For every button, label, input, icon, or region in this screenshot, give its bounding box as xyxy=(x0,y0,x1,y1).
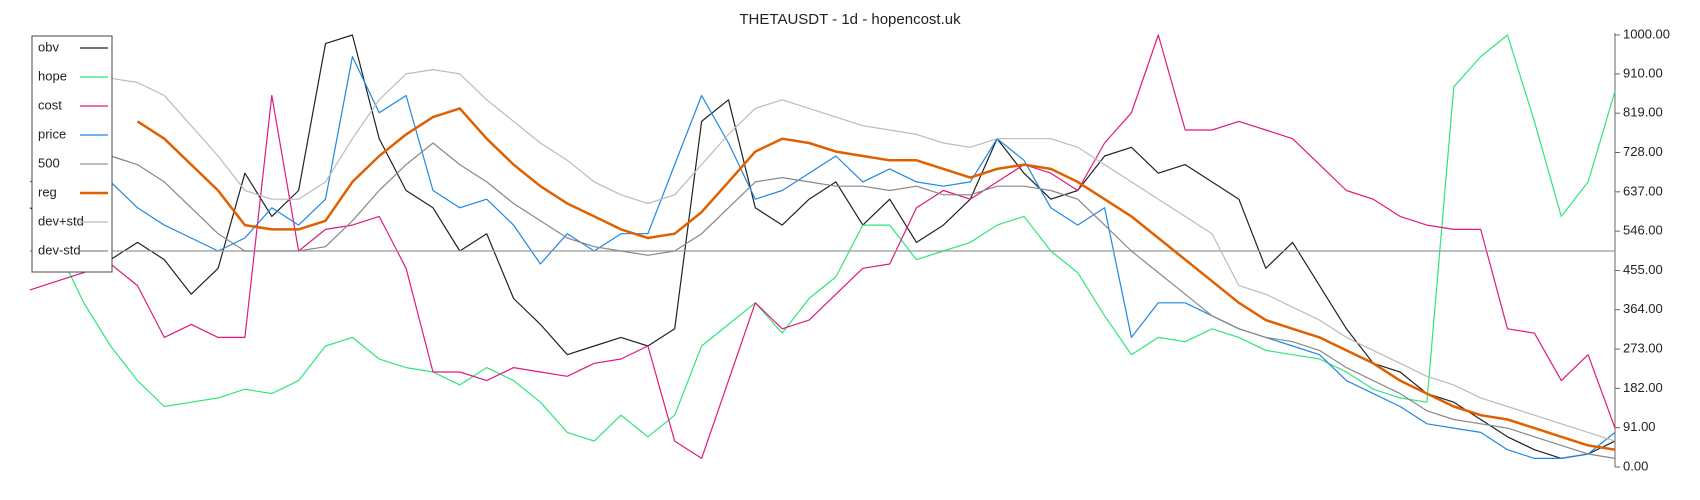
y-tick-label: 273.00 xyxy=(1623,341,1663,356)
line-series xyxy=(29,56,1616,459)
line-series xyxy=(29,34,1616,459)
legend-label: reg xyxy=(38,184,57,199)
line-series xyxy=(110,142,1616,459)
y-tick-label: 455.00 xyxy=(1623,262,1663,277)
y-tick-label: 819.00 xyxy=(1623,105,1663,120)
line-series xyxy=(110,69,1616,442)
y-tick-label: 1000.00 xyxy=(1623,26,1670,41)
chart-title: THETAUSDT - 1d - hopencost.uk xyxy=(739,11,961,28)
y-tick-label: 637.00 xyxy=(1623,183,1663,198)
y-tick-label: 182.00 xyxy=(1623,380,1663,395)
y-tick-label: 91.00 xyxy=(1623,419,1656,434)
y-tick-label: 0.00 xyxy=(1623,458,1648,473)
line-series xyxy=(29,34,1616,459)
y-tick-label: 910.00 xyxy=(1623,65,1663,80)
legend-box xyxy=(31,35,113,273)
legend-label: obv xyxy=(38,39,59,54)
line-series xyxy=(136,107,1616,451)
legend-label: dev+std xyxy=(38,213,84,228)
legend: obv hope cost price 500 reg dev+std dev-std xyxy=(31,35,113,273)
y-tick-label: 728.00 xyxy=(1623,144,1663,159)
legend-label: cost xyxy=(38,97,62,112)
legend-label: dev-std xyxy=(38,242,81,257)
line-series xyxy=(29,34,1616,442)
legend-label: 500 xyxy=(38,155,60,170)
y-tick-label: 546.00 xyxy=(1623,223,1663,238)
y-tick-label: 364.00 xyxy=(1623,301,1663,316)
legend-label: price xyxy=(38,126,66,141)
legend-label: hope xyxy=(38,68,67,83)
